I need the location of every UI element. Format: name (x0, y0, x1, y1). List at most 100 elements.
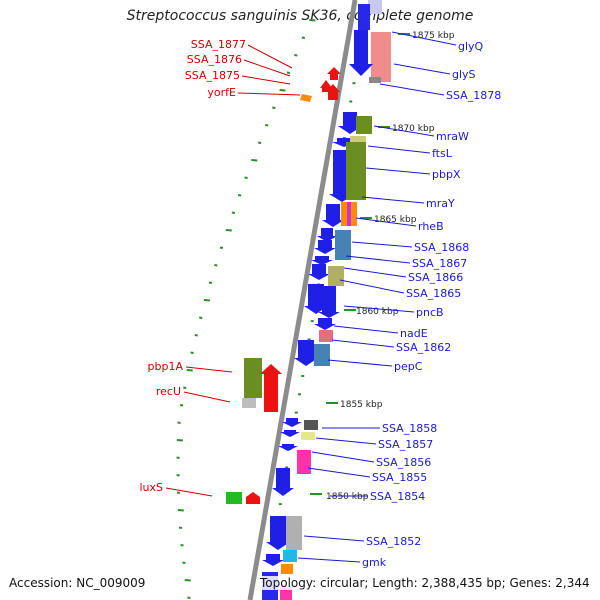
gene-rheB-arrow[interactable] (317, 228, 337, 242)
gene-label-pepC[interactable]: pepC (394, 360, 423, 373)
kbp-label: 1865 kbp (374, 215, 417, 225)
ring-dash (301, 36, 305, 39)
gene-SSA_1862-arrow[interactable] (294, 340, 318, 366)
gene-label-pbpX[interactable]: pbpX (432, 168, 461, 181)
kbp-label: 1855 kbp (340, 400, 383, 410)
ring-dash (237, 194, 242, 197)
gene-label-mraY[interactable]: mraY (426, 197, 455, 210)
gene-mraY-arrow[interactable] (322, 204, 344, 227)
kbp-label: 1875 kbp (412, 31, 455, 41)
gene-glyQ-arrow[interactable] (368, 0, 382, 14)
gene-luxS-arrow[interactable] (246, 492, 260, 504)
gene-SSA_1852-cog-box[interactable] (286, 516, 302, 550)
left-gene-labels: SSA_1877 SSA_1876 SSA_1875 yorfE pbp1A r… (139, 38, 246, 494)
outer-ring-dots (176, 19, 316, 599)
ring-dash (183, 386, 187, 389)
gene-label-luxS[interactable]: luxS (139, 481, 163, 494)
ring-dash (176, 456, 180, 459)
gene-label-pncB[interactable]: pncB (416, 306, 444, 319)
ring-dash (294, 54, 298, 57)
gene-SSA_1855-arrow[interactable] (272, 468, 294, 496)
ring-dash (177, 509, 184, 512)
gene-SSA_1856-arrow[interactable] (278, 444, 298, 451)
gene-SSA_1868-cog-box[interactable] (335, 230, 351, 260)
ring-dash (180, 544, 184, 547)
gene-SSA_1866-arrow[interactable] (308, 264, 330, 280)
gene-SSA_1858-arrow[interactable] (282, 418, 302, 427)
gene-SSA_1856-cog-box[interactable] (297, 450, 311, 474)
gene-SSA_1866-cog-box[interactable] (328, 266, 344, 286)
ring-dash (231, 211, 235, 214)
left-leader-lines (165, 44, 301, 497)
gene-label-SSA_1862[interactable]: SSA_1862 (396, 341, 451, 354)
gene-label-SSA_1858[interactable]: SSA_1858 (382, 422, 437, 435)
kbp-label: 1860 kbp (356, 307, 399, 317)
gene-SSA_1877-arrow[interactable] (327, 67, 341, 80)
gene-label-SSA_1857[interactable]: SSA_1857 (378, 438, 433, 451)
gene-label-SSA_1856[interactable]: SSA_1856 (376, 456, 431, 469)
gene-pbpX-cog-box[interactable] (346, 142, 366, 200)
gene-label-SSA_1854[interactable]: SSA_1854 (370, 490, 425, 503)
gene-luxS-cog-box[interactable] (226, 492, 242, 504)
gene-SSA_1867-arrow[interactable] (311, 256, 333, 265)
gene-label-recU[interactable]: recU (156, 385, 181, 398)
ring-dash (286, 71, 291, 74)
ring-dash (186, 369, 193, 372)
accession-label: Accession: NC_009009 (9, 576, 146, 590)
kbp-label: 1850 kbp (326, 492, 369, 502)
gene-label-ftsL[interactable]: ftsL (432, 147, 453, 160)
ring-dash (194, 334, 198, 337)
gene-label-nadE[interactable]: nadE (400, 327, 428, 340)
gene-glyS-arrow[interactable] (349, 30, 373, 76)
ring-dash (251, 159, 258, 162)
gene-pbp1A-arrow[interactable] (260, 364, 282, 412)
gene-SSA_1852-arrow[interactable] (266, 516, 290, 550)
right-gene-labels: glyQ glyS SSA_1878 mraW ftsL pbpX mraY r… (362, 40, 501, 569)
gene-label-SSA_1877[interactable]: SSA_1877 (191, 38, 246, 51)
gene-label-mraW[interactable]: mraW (436, 130, 469, 143)
gene-SSA_1858-cog-box[interactable] (304, 420, 318, 430)
ring-dash (187, 596, 191, 599)
gene-label-SSA_1878[interactable]: SSA_1878 (446, 89, 501, 102)
gene-label-SSA_1875[interactable]: SSA_1875 (185, 69, 240, 82)
gene-label-yorfE[interactable]: yorfE (207, 86, 236, 99)
gene-pbp1A-cog-box[interactable] (244, 358, 262, 398)
gene-label-SSA_1866[interactable]: SSA_1866 (408, 271, 463, 284)
ring-dash (179, 404, 184, 407)
gene-SSA_1857-arrow[interactable] (280, 430, 300, 437)
gene-label-gmk[interactable]: gmk (362, 556, 387, 569)
gene-label-SSA_1865[interactable]: SSA_1865 (406, 287, 461, 300)
gene-label-glyS[interactable]: glyS (452, 68, 476, 81)
gene-glyS-cog-box[interactable] (371, 32, 391, 82)
gene-label-SSA_1852[interactable]: SSA_1852 (366, 535, 421, 548)
gene-label-pbp1A[interactable]: pbp1A (148, 360, 184, 373)
gene-label-rheB[interactable]: rheB (418, 220, 444, 233)
gene-pepC-cog-box[interactable] (314, 344, 330, 366)
gene-label-SSA_1855[interactable]: SSA_1855 (372, 471, 427, 484)
ring-dash (203, 299, 211, 302)
gene-yorfE-cog-box[interactable] (300, 94, 312, 102)
gene-pncB-arrow[interactable] (318, 286, 340, 318)
gene-SSA_1875-arrow[interactable] (326, 84, 340, 100)
ring-dash (208, 281, 213, 284)
kbp-labels: 1875 kbp 1870 kbp 1865 kbp 1860 kbp 1855… (310, 31, 455, 502)
reverse-strand-genes (226, 67, 341, 504)
gene-label-glyQ[interactable]: glyQ (458, 40, 484, 53)
gene-nadE-arrow[interactable] (314, 318, 336, 330)
ring-dash (279, 89, 286, 92)
gene-label-SSA_1867[interactable]: SSA_1867 (412, 257, 467, 270)
ring-dash (177, 421, 181, 424)
right-leader-lines (297, 31, 457, 563)
ring-dash (225, 229, 232, 232)
gene-label-SSA_1868[interactable]: SSA_1868 (414, 241, 469, 254)
ring-dash (178, 526, 183, 529)
ring-dash (219, 246, 224, 249)
ring-dash (184, 579, 191, 582)
ring-dash (309, 19, 316, 22)
gene-gmk-arrow[interactable] (262, 554, 284, 566)
ring-dash (199, 316, 203, 319)
gene-label-SSA_1876[interactable]: SSA_1876 (187, 53, 242, 66)
gene-SSA_1868-arrow[interactable] (314, 240, 336, 254)
ring-dash (264, 124, 269, 127)
